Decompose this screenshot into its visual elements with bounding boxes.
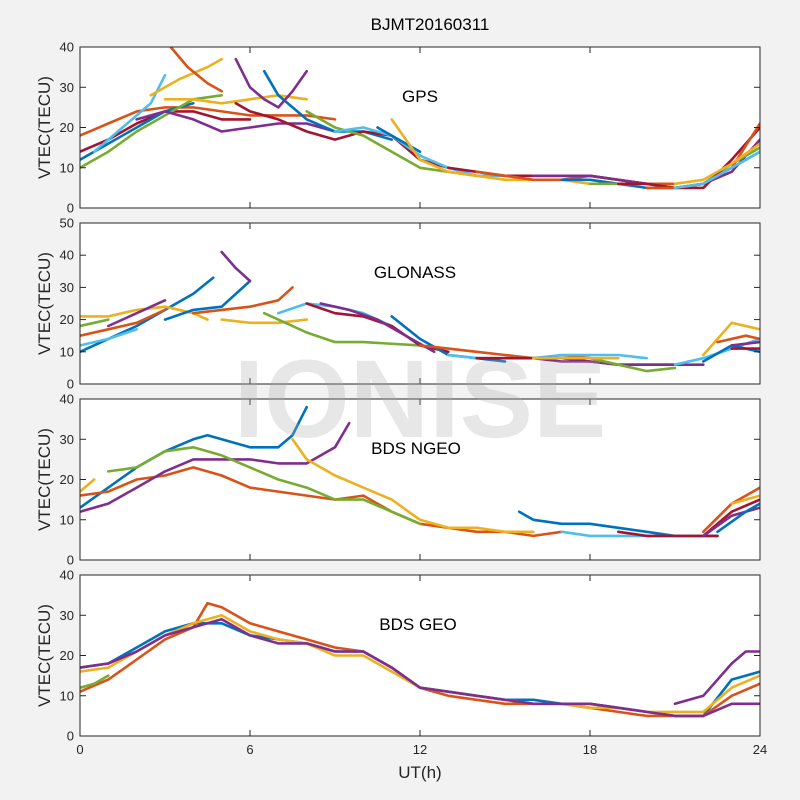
series-line-11 [262, 311, 422, 347]
panel-label: GLONASS [374, 263, 456, 282]
series-line-6 [291, 437, 535, 534]
y-tick-label: 30 [60, 280, 74, 295]
series-group [80, 601, 760, 718]
y-tick-label: 40 [60, 40, 74, 55]
panel-label: BDS GEO [379, 615, 456, 634]
x-tick-label: 18 [583, 742, 597, 757]
series-line-14 [730, 494, 760, 505]
series-line-5 [107, 445, 422, 526]
series-line-23 [616, 126, 760, 190]
y-tick-label: 0 [67, 201, 74, 216]
y-tick-label: 20 [60, 648, 74, 663]
y-tick-label: 0 [67, 377, 74, 392]
y-tick-label: 20 [60, 472, 74, 487]
y-tick-label: 10 [60, 512, 74, 527]
y-axis-title: VTEC(TECU) [35, 76, 54, 179]
series-line-25 [673, 150, 760, 190]
series-line-1 [80, 405, 309, 510]
series-line-2 [80, 466, 564, 538]
series-line-9 [616, 530, 719, 538]
y-tick-label: 30 [60, 608, 74, 623]
y-axis-title: VTEC(TECU) [35, 428, 54, 531]
series-line-8 [192, 286, 294, 315]
x-tick-label: 12 [413, 742, 427, 757]
series-line-4 [80, 94, 223, 170]
x-axis-title: UT(h) [398, 763, 441, 782]
series-line-4 [80, 318, 110, 328]
series-line-5 [80, 327, 138, 347]
series-line-9 [220, 250, 252, 283]
series-line-2 [80, 106, 337, 137]
series-group [80, 405, 760, 538]
y-axis-title: VTEC(TECU) [35, 252, 54, 355]
y-tick-label: 10 [60, 344, 74, 359]
panel-glonass: 0 10 20 30 40 50 VTEC(TECU) GLONASS [35, 216, 761, 392]
series-line-26 [673, 142, 760, 186]
y-tick-label: 10 [60, 688, 74, 703]
panels: 0 10 20 30 40 VTEC(TECU) GPS 0 10 20 30 40 50 VTEC(TE… [35, 40, 767, 758]
x-tick-label: 0 [76, 742, 83, 757]
series-line-4 [80, 478, 96, 493]
series-line-6 [673, 650, 760, 706]
y-tick-label: 20 [60, 120, 74, 135]
series-line-25 [716, 334, 760, 344]
x-tick-label: 6 [246, 742, 253, 757]
series-line-9 [163, 94, 309, 105]
series-line-6 [107, 298, 167, 328]
series-line-26 [730, 340, 760, 347]
panel-label: GPS [402, 87, 438, 106]
series-line-8 [135, 110, 337, 133]
series-group [80, 250, 760, 373]
panel-bds-geo: 0 10 20 30 40 0 6 12 18 24 VTEC(TECU) BDS GEO [35, 568, 767, 758]
y-tick-label: 40 [60, 568, 74, 583]
series-line-13 [716, 502, 760, 534]
series-line-5 [92, 73, 167, 153]
y-tick-label: 30 [60, 80, 74, 95]
series-line-10 [234, 57, 280, 109]
series-line-7 [169, 47, 223, 93]
series-line-3 [80, 421, 351, 514]
x-tick-label: 24 [753, 742, 767, 757]
watermark: IONISE [234, 338, 607, 461]
y-tick-label: 0 [67, 729, 74, 744]
series-line-4 [80, 617, 760, 718]
y-tick-label: 10 [60, 160, 74, 175]
series-line-7 [163, 279, 252, 321]
series-line-13 [276, 69, 309, 109]
y-tick-label: 30 [60, 432, 74, 447]
series-line-23 [701, 321, 760, 357]
series-group [80, 47, 760, 190]
panel-label: BDS NGEO [371, 439, 461, 458]
series-line-2 [80, 305, 209, 321]
plot-area [80, 575, 760, 736]
figure-title: BJMT20160311 [371, 15, 490, 34]
panel-bds-ngeo: 0 10 20 30 40 VTEC(TECU) BDS NGEO [35, 392, 761, 568]
y-tick-label: 0 [67, 553, 74, 568]
y-tick-label: 40 [60, 392, 74, 407]
y-tick-label: 20 [60, 312, 74, 327]
y-tick-label: 40 [60, 248, 74, 263]
plot-area [80, 399, 760, 560]
y-axis-title: VTEC(TECU) [35, 604, 54, 707]
panel-gps: 0 10 20 30 40 VTEC(TECU) GPS [35, 40, 761, 216]
series-line-12 [234, 102, 450, 170]
series-line-5 [80, 674, 110, 690]
series-line-3 [80, 308, 167, 338]
series-line-14 [319, 302, 436, 354]
series-line-10 [220, 318, 309, 325]
y-tick-label: 50 [60, 216, 74, 231]
